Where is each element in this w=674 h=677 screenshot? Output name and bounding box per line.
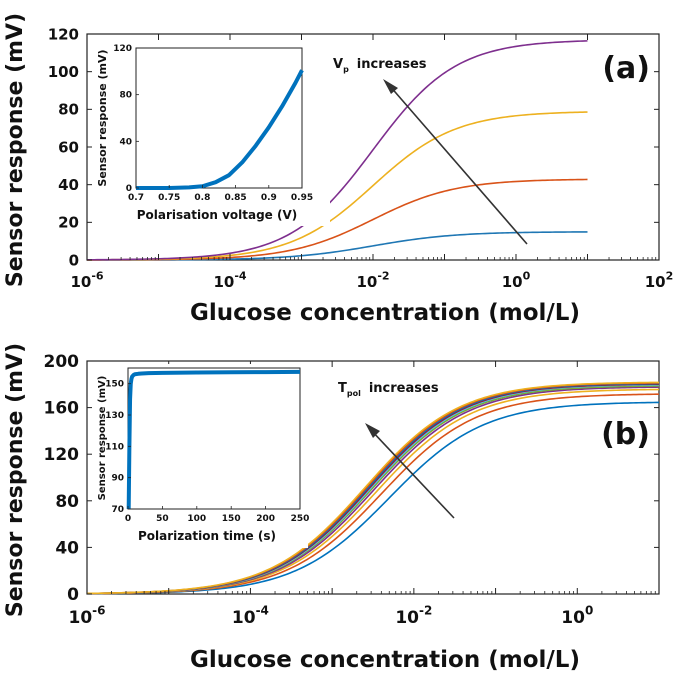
panel-a-inset-background xyxy=(94,40,330,226)
a-x-tick-label: 10-6 xyxy=(70,270,103,292)
bi-y-tick-label: 70 xyxy=(111,505,124,515)
bi-curve-line xyxy=(126,369,301,510)
panel-b-inset: 70 90 110 130 150 0 50 100 150 200 250 Sensor res… xyxy=(94,364,309,548)
b-x-tick-label: 10-6 xyxy=(68,604,105,629)
panel-b-arrow-head xyxy=(365,423,380,438)
panel-b-y-ticks: 0 40 80 120 160 200 xyxy=(44,352,659,605)
ai-x-tick-label: 0.8 xyxy=(194,193,210,203)
bi-x-tick-label: 150 xyxy=(222,514,241,524)
bi-x-tick-label: 0 xyxy=(125,514,131,524)
ai-x-tick-label: 0.9 xyxy=(261,193,277,203)
panel-a-label: (a) xyxy=(602,51,650,86)
panel-b-annotation-rest: increases xyxy=(369,381,439,396)
panel-b-x-axis-label: Glucose concentration (mol/L) xyxy=(190,647,580,673)
ai-x-tick-label: 0.7 xyxy=(128,193,144,203)
bi-x-tick-label: 50 xyxy=(156,514,169,524)
a-y-tick-label: 0 xyxy=(69,251,79,269)
ai-x-tick-label: 0.95 xyxy=(291,193,313,203)
ai-x-tick-label: 0.85 xyxy=(224,193,246,203)
panel-a-inset: 0 40 80 120 0.7 0.75 0.8 0.85 0.9 0.95 Sensor re… xyxy=(94,40,330,226)
a-series-4-line xyxy=(86,40,588,261)
panel-a-curves xyxy=(86,40,588,261)
b-y-tick-label: 80 xyxy=(55,492,79,512)
bi-x-tick-label: 100 xyxy=(187,514,206,524)
panel-a-x-ticks: 10-6 10-4 10-2 100 102 xyxy=(70,34,673,291)
ai-y-tick-label: 0 xyxy=(126,184,132,194)
panel-b-plot-frame xyxy=(86,360,660,595)
panel-b-label: (b) xyxy=(601,417,650,452)
b-y-tick-label: 40 xyxy=(55,538,79,558)
panel-a-inset-y-label: Sensor response (mV) xyxy=(96,49,109,186)
a-x-tick-label: 102 xyxy=(645,270,674,292)
panel-b-curves xyxy=(86,381,660,595)
ai-y-tick-label: 80 xyxy=(119,91,132,101)
bi-y-tick-label: 150 xyxy=(105,380,124,390)
panel-a-arrow-head xyxy=(383,79,398,94)
bi-x-tick-label: 250 xyxy=(291,514,310,524)
a-x-tick-label: 10-4 xyxy=(213,270,246,292)
panel-a-y-axis-label: Sensor response (mV) xyxy=(3,13,28,287)
panel-a-annotation-rest: increases xyxy=(357,57,427,72)
b-y-tick-label: 120 xyxy=(44,445,80,465)
a-y-tick-label: 20 xyxy=(58,214,79,232)
bi-y-tick-label: 110 xyxy=(105,442,124,452)
panel-a-arrow-line xyxy=(388,84,528,245)
b-y-tick-label: 200 xyxy=(44,352,80,372)
a-y-tick-label: 120 xyxy=(48,25,79,43)
panel-a-annotation: Vp increases xyxy=(333,57,427,74)
panel-b-inset-x-ticks: 0 50 100 150 200 250 xyxy=(125,506,310,524)
b-x-tick-label: 100 xyxy=(561,604,593,629)
a-x-tick-label: 10-2 xyxy=(356,270,389,292)
a-y-tick-label: 80 xyxy=(58,101,79,119)
panel-b-x-ticks: 10-6 10-4 10-2 100 xyxy=(68,361,660,629)
panel-a-inset-x-label: Polarisation voltage (V) xyxy=(137,208,298,222)
panel-a: 0 20 40 60 80 100 120 10-6 10-4 10-2 100 102 Senso… xyxy=(3,13,673,326)
b-y-tick-label: 160 xyxy=(44,399,80,419)
panel-b-inset-x-label: Polarization time (s) xyxy=(138,529,276,543)
bi-y-tick-label: 130 xyxy=(105,411,124,421)
panel-b-arrow-line xyxy=(369,428,455,519)
a-y-tick-label: 40 xyxy=(58,176,79,194)
b-x-tick-label: 10-2 xyxy=(395,604,432,629)
panel-a-inset-frame xyxy=(135,47,303,189)
panel-a-inset-y-ticks: 0 40 80 120 xyxy=(113,44,139,194)
panel-b-annotation-main: T xyxy=(338,381,347,396)
panel-b-annotation: Tpol increases xyxy=(338,381,439,398)
panel-b: 0 40 80 120 160 200 10-6 10-4 10-2 100 Sensor re… xyxy=(3,343,660,673)
ai-curve-line xyxy=(136,69,304,190)
panel-b-inset-curve-group xyxy=(126,369,301,510)
panel-a-y-ticks: 0 20 40 60 80 100 120 xyxy=(48,25,659,269)
panel-a-x-axis-label: Glucose concentration (mol/L) xyxy=(190,300,580,326)
b-y-tick-label: 0 xyxy=(67,585,79,605)
ai-x-tick-label: 0.75 xyxy=(158,193,180,203)
panel-a-annotation-main: V xyxy=(333,57,343,72)
ai-y-tick-label: 40 xyxy=(119,137,132,147)
b-x-tick-label: 10-4 xyxy=(232,604,269,629)
panel-b-annotation-sub: pol xyxy=(347,389,361,398)
a-x-tick-label: 100 xyxy=(502,270,531,292)
panel-a-inset-curve-group xyxy=(136,69,304,190)
bi-x-tick-label: 200 xyxy=(256,514,275,524)
bi-y-tick-label: 90 xyxy=(111,474,124,484)
a-y-tick-label: 100 xyxy=(48,63,79,81)
panel-a-annotation-sub: p xyxy=(343,65,349,74)
b-series-10-line xyxy=(86,381,660,595)
panel-b-inset-y-ticks: 70 90 110 130 150 xyxy=(105,380,131,515)
ai-y-tick-label: 120 xyxy=(113,44,132,54)
panel-b-inset-y-label: Sensor response (mV) xyxy=(97,376,108,501)
panel-a-inset-x-ticks: 0.7 0.75 0.8 0.85 0.9 0.95 xyxy=(128,185,313,203)
a-y-tick-label: 60 xyxy=(58,138,79,156)
panel-b-y-axis-label: Sensor response (mV) xyxy=(3,343,28,617)
